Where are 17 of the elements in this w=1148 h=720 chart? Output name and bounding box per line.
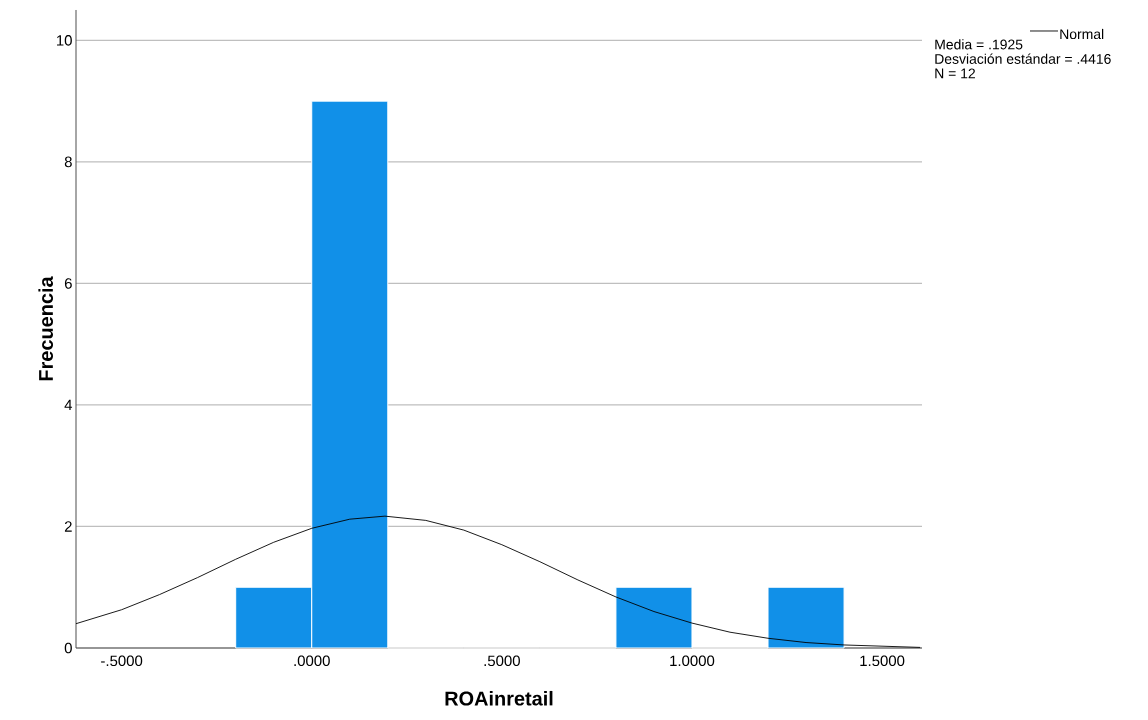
y-tick-label: 8 (64, 156, 72, 168)
text: Media = .1925 (935, 39, 1023, 50)
legend-label: Normal (1060, 28, 1104, 40)
y-tick-label: 4 (64, 399, 73, 411)
x-tick-label: 1.0000 (670, 655, 715, 667)
text: Desviación estándar = .4416 (935, 53, 1111, 64)
y-tick-label: 6 (64, 278, 72, 289)
y-tick-label: 10 (57, 35, 72, 46)
text: N = 12 (935, 68, 975, 79)
y-tick-label: 0 (64, 642, 72, 654)
x-tick-label: -.5000 (101, 655, 143, 667)
x-tick-label: .0000 (294, 655, 330, 667)
x-tick-label: .5000 (484, 655, 520, 667)
y-tick-label: 2 (64, 521, 72, 532)
x-tick-label: 1.5000 (860, 655, 905, 667)
x-axis-title: ROAinretail (445, 690, 553, 706)
y-axis-title: Frecuencia (38, 276, 54, 381)
